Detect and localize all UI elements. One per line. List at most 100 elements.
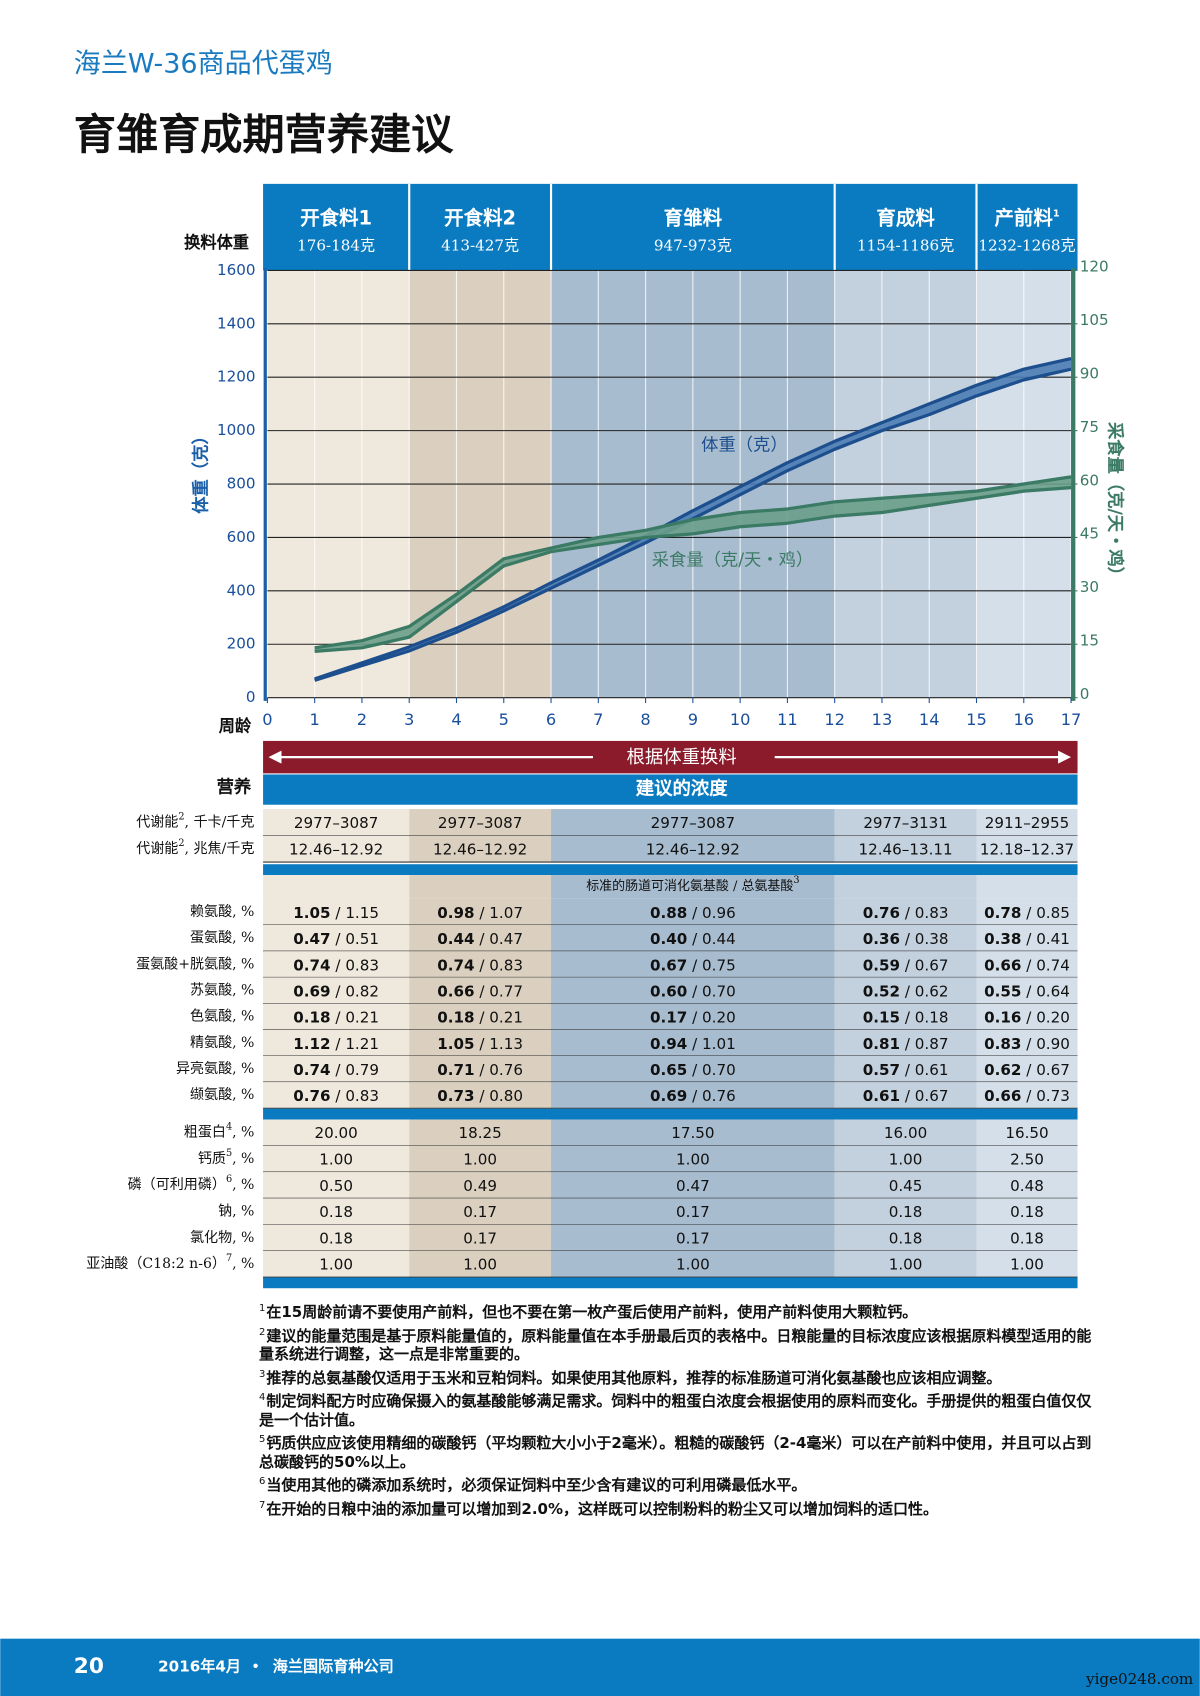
cell-value: 0.47 bbox=[676, 1177, 710, 1195]
y-tick-label: 400 bbox=[227, 581, 256, 599]
cell-bg bbox=[976, 898, 1078, 926]
cell-bg bbox=[409, 1003, 552, 1030]
separator: / bbox=[687, 1061, 702, 1079]
cell-value: 0.17 bbox=[463, 1203, 497, 1221]
cell-value: 0.83 / 0.90 bbox=[984, 1034, 1070, 1052]
cell-value: 0.65 / 0.70 bbox=[650, 1061, 736, 1079]
cell-bg bbox=[834, 1029, 977, 1056]
phase-weight: 1232-1268克 bbox=[978, 237, 1075, 255]
cell-value: 0.17 bbox=[463, 1229, 497, 1247]
banner-text: 根据体重换料 bbox=[627, 747, 737, 768]
footnote-text: 制定饲料配方时应确保摄入的氨基酸能够满足需求。饲料中的粗蛋白浓度会根据使用的原料… bbox=[259, 1392, 1092, 1429]
cell-value: 0.74 / 0.83 bbox=[437, 956, 523, 974]
cell-value: 0.44 / 0.47 bbox=[437, 930, 523, 948]
cell-bg bbox=[976, 1082, 1078, 1109]
cell-value: 0.62 / 0.67 bbox=[984, 1061, 1070, 1079]
text-part: 缬氨酸, % bbox=[190, 1087, 254, 1103]
separator: / bbox=[475, 930, 490, 948]
cell-bg bbox=[834, 898, 977, 926]
separator: / bbox=[687, 1087, 702, 1105]
cell-value: 0.66 / 0.77 bbox=[437, 982, 523, 1000]
text-part: 苏氨酸, % bbox=[190, 982, 254, 998]
note-mark: 1 bbox=[1053, 208, 1060, 219]
cell-value: 0.49 bbox=[463, 1177, 497, 1195]
x-tick-label: 5 bbox=[499, 710, 509, 729]
total-value: 1.01 bbox=[702, 1034, 736, 1052]
cell-value: 1.00 bbox=[319, 1256, 353, 1274]
cell-value: 0.16 / 0.20 bbox=[984, 1008, 1070, 1026]
separator: / bbox=[475, 1034, 490, 1052]
cell-value: 0.67 / 0.75 bbox=[650, 956, 736, 974]
cell-value: 1.05 / 1.15 bbox=[293, 904, 379, 922]
digestible-value: 0.47 bbox=[293, 930, 330, 948]
total-value: 0.83 bbox=[345, 956, 379, 974]
cell-bg bbox=[976, 1145, 1078, 1173]
x-tick-label: 11 bbox=[777, 710, 798, 729]
cell-value: 1.12 / 1.21 bbox=[293, 1034, 379, 1052]
footnote-mark: 4 bbox=[259, 1392, 266, 1403]
x-tick-label: 12 bbox=[824, 710, 845, 729]
y-tick-label: 1400 bbox=[217, 314, 256, 332]
cell-value: 1.00 bbox=[319, 1150, 353, 1168]
footnote-text: 推荐的总氨基酸仅适用于玉米和豆粕饲料。如果使用其他原料，推荐的标准肠道可消化氨基… bbox=[266, 1368, 1002, 1387]
digestible-value: 0.18 bbox=[437, 1008, 474, 1026]
note-mark: 7 bbox=[226, 1253, 232, 1264]
footnote-text: 当使用其他的磷添加系统时，必须保证饲料中至少含有建议的可利用磷最低水平。 bbox=[266, 1476, 807, 1494]
cell-value: 1.00 bbox=[463, 1256, 497, 1274]
y-tick-label: 600 bbox=[227, 528, 256, 546]
cell-value: 0.60 / 0.70 bbox=[650, 982, 736, 1000]
footnote: 7在开始的日粮中油的添加量可以增加到2.0%，这样既可以控制粉料的粉尘又可以增加… bbox=[259, 1497, 1099, 1519]
total-value: 0.77 bbox=[489, 982, 523, 1000]
separator: / bbox=[900, 1034, 915, 1052]
footnote-text: 在开始的日粮中油的添加量可以增加到2.0%，这样既可以控制粉料的粉尘又可以增加饲… bbox=[266, 1499, 938, 1518]
note-mark: 2 bbox=[178, 838, 184, 849]
row-label: 粗蛋白4, % bbox=[184, 1122, 255, 1141]
text-part: 粗蛋白 bbox=[184, 1125, 226, 1141]
total-value: 0.83 bbox=[345, 1087, 379, 1105]
text-part: 开食料2 bbox=[444, 206, 516, 229]
row-label: 代谢能2, 千卡/千克 bbox=[136, 811, 254, 830]
digestible-value: 0.74 bbox=[437, 956, 474, 974]
y2-tick-label: 60 bbox=[1080, 471, 1099, 489]
cell-bg bbox=[834, 835, 977, 863]
separator: / bbox=[900, 982, 915, 1000]
cell-value: 0.47 / 0.51 bbox=[293, 930, 379, 948]
separator: / bbox=[900, 930, 915, 948]
y2-tick-label: 0 bbox=[1080, 685, 1090, 703]
text-part: , % bbox=[232, 1177, 254, 1193]
separator: / bbox=[475, 1087, 490, 1105]
digestible-value: 0.81 bbox=[863, 1034, 900, 1052]
cell-value: 0.69 / 0.82 bbox=[293, 982, 379, 1000]
cell-value: 12.18–12.37 bbox=[980, 840, 1074, 858]
phase-weight: 1154-1186克 bbox=[857, 237, 954, 255]
cell-bg bbox=[409, 1119, 552, 1146]
cell-bg bbox=[551, 835, 835, 863]
phase-name: 产前料1 bbox=[994, 206, 1059, 229]
footnote: 1在15周龄前请不要使用产前料，但也不要在第一枚产蛋后使用产前料，使用产前料使用… bbox=[259, 1300, 1099, 1322]
phase-name: 育成料 bbox=[876, 206, 935, 229]
y2-axis-label: 采食量（克/天・鸡） bbox=[1104, 421, 1125, 584]
separator: / bbox=[331, 904, 346, 922]
total-value: 1.13 bbox=[489, 1034, 523, 1052]
cell-bg bbox=[976, 1224, 1078, 1251]
digestible-value: 0.76 bbox=[293, 1087, 330, 1105]
digestible-value: 0.69 bbox=[293, 982, 330, 1000]
total-value: 0.85 bbox=[1036, 904, 1070, 922]
cell-value: 0.78 / 0.85 bbox=[984, 904, 1070, 922]
band-edge bbox=[314, 356, 1072, 681]
cell-value: 0.48 bbox=[1010, 1177, 1044, 1195]
cell-bg bbox=[263, 1145, 410, 1173]
footer-company: 海兰国际育种公司 bbox=[273, 1657, 394, 1675]
cell-bg bbox=[976, 1003, 1078, 1030]
note-mark: 5 bbox=[226, 1148, 232, 1159]
cell-value: 12.46–12.92 bbox=[646, 840, 740, 858]
cell-value: 1.05 / 1.13 bbox=[437, 1034, 523, 1052]
arrow-head bbox=[268, 750, 282, 764]
y2-tick-label: 105 bbox=[1080, 311, 1109, 329]
digestible-value: 1.05 bbox=[437, 1034, 474, 1052]
total-value: 0.83 bbox=[915, 904, 949, 922]
row-label: 钙质5, % bbox=[198, 1148, 255, 1167]
total-value: 0.51 bbox=[345, 930, 379, 948]
cell-value: 0.18 / 0.21 bbox=[293, 1008, 379, 1026]
